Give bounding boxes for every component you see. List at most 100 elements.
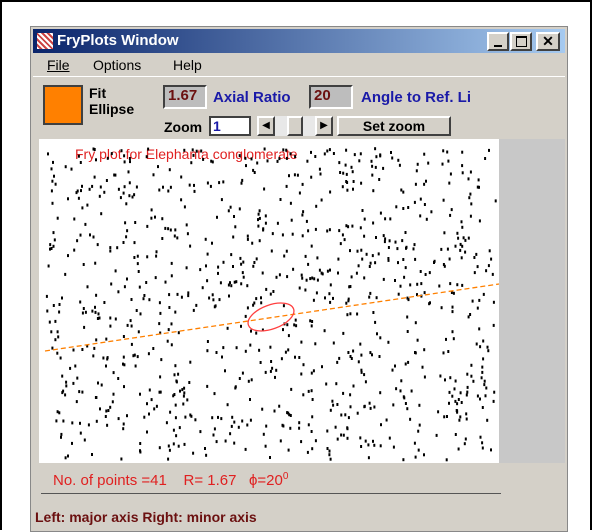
point: [371, 353, 373, 357]
point: [79, 161, 82, 164]
scroll-thumb[interactable]: [287, 116, 303, 136]
point: [130, 324, 133, 328]
minimize-button[interactable]: [487, 32, 509, 51]
point: [216, 215, 218, 219]
point: [478, 327, 481, 331]
point: [96, 317, 99, 320]
point: [424, 273, 427, 276]
point: [174, 228, 177, 232]
point: [84, 222, 87, 226]
point: [423, 348, 426, 352]
point: [447, 350, 450, 353]
point: [301, 276, 304, 280]
zoom-field[interactable]: 1: [209, 116, 251, 136]
point: [186, 398, 189, 402]
close-button[interactable]: ✕: [536, 32, 560, 51]
point: [476, 185, 479, 189]
point: [105, 409, 108, 413]
maximize-button[interactable]: [510, 32, 532, 51]
point: [448, 401, 450, 405]
point: [174, 403, 177, 407]
point: [169, 410, 172, 414]
point: [423, 291, 426, 295]
point: [182, 402, 185, 406]
point: [475, 252, 478, 256]
point: [222, 346, 225, 350]
point: [488, 249, 491, 253]
point: [87, 423, 90, 427]
point: [407, 298, 410, 302]
axial-ratio-field[interactable]: 1.67: [163, 85, 207, 109]
menu-item[interactable]: Help: [173, 57, 202, 73]
point: [150, 216, 153, 220]
point: [64, 393, 67, 397]
scroll-right[interactable]: ▶: [315, 116, 333, 136]
point: [288, 174, 290, 178]
point: [310, 150, 312, 154]
fit-color-swatch[interactable]: [43, 85, 83, 125]
point: [443, 415, 446, 419]
point: [137, 270, 140, 273]
point: [349, 355, 352, 358]
point: [262, 228, 265, 232]
point: [359, 152, 362, 156]
scroll-left[interactable]: ◀: [257, 116, 275, 136]
point: [106, 356, 109, 360]
set-zoom-button[interactable]: Set zoom: [337, 116, 451, 136]
point: [213, 392, 216, 396]
point: [425, 217, 428, 221]
point: [122, 191, 125, 195]
point: [82, 307, 85, 310]
point: [213, 305, 216, 309]
point: [212, 298, 215, 302]
point: [78, 390, 81, 394]
point: [481, 446, 484, 450]
point: [400, 188, 403, 192]
point: [369, 261, 372, 265]
point: [75, 191, 78, 195]
point: [359, 226, 362, 230]
point: [485, 386, 488, 390]
point: [177, 372, 180, 376]
point: [187, 291, 190, 295]
point: [298, 421, 301, 425]
point: [289, 414, 292, 417]
point: [204, 237, 207, 241]
point: [139, 312, 142, 316]
point: [338, 161, 341, 165]
point: [416, 162, 419, 166]
point: [352, 180, 355, 183]
point: [402, 258, 405, 261]
point: [77, 154, 80, 158]
point: [191, 148, 194, 152]
point: [168, 306, 171, 309]
maximize-glyph: [516, 36, 527, 47]
angle-field[interactable]: 20: [309, 85, 353, 109]
point: [52, 160, 54, 164]
point: [245, 164, 247, 168]
point: [147, 147, 150, 151]
point: [396, 247, 399, 251]
fit-label: Ellipse: [89, 101, 135, 117]
point: [88, 187, 91, 191]
point: [190, 161, 193, 165]
point: [148, 388, 151, 392]
point: [451, 310, 454, 314]
point: [399, 389, 402, 393]
point: [83, 325, 86, 329]
point: [150, 208, 153, 212]
point: [175, 434, 178, 438]
point: [378, 355, 381, 358]
point: [119, 196, 122, 200]
point: [265, 424, 268, 428]
point: [126, 323, 129, 327]
menu-item[interactable]: File: [47, 57, 70, 73]
point: [252, 264, 255, 268]
point: [423, 375, 426, 379]
point: [60, 432, 63, 436]
point: [75, 400, 78, 404]
point: [414, 257, 417, 261]
window-title: FryPlots Window: [57, 32, 179, 49]
menu-item[interactable]: Options: [93, 57, 142, 73]
